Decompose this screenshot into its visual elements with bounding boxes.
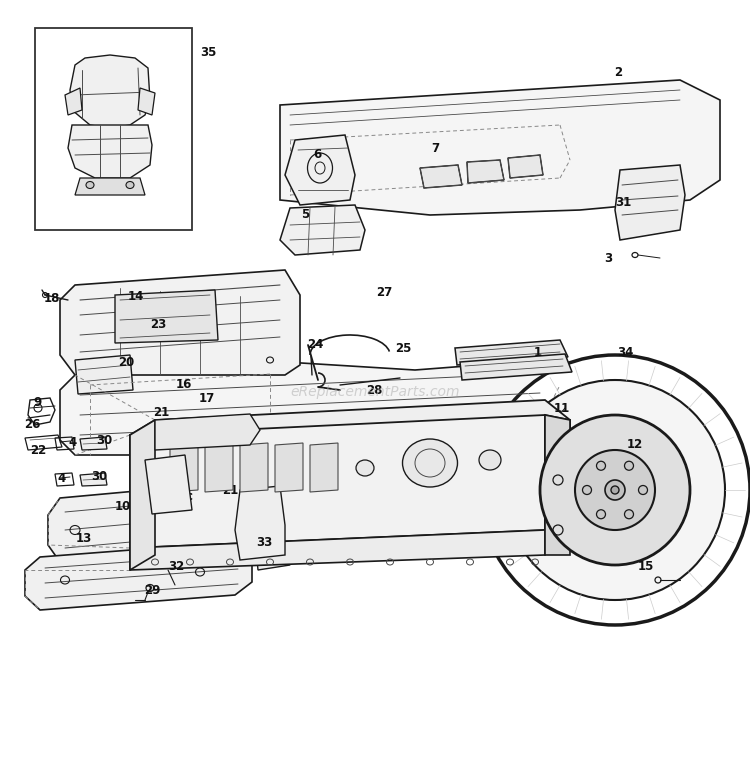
Polygon shape [60,270,300,375]
Text: 21: 21 [222,483,238,496]
Text: 34: 34 [616,345,633,358]
Polygon shape [280,205,365,255]
Text: 19: 19 [165,461,182,474]
Text: 23: 23 [150,319,166,332]
Polygon shape [130,415,545,548]
Polygon shape [75,178,145,195]
Text: 13: 13 [76,531,92,544]
Ellipse shape [403,439,457,487]
Polygon shape [285,135,355,205]
Text: 3: 3 [604,251,612,264]
Text: 10: 10 [115,500,131,514]
Text: 31: 31 [615,196,632,209]
Ellipse shape [605,480,625,500]
Polygon shape [75,355,133,394]
Ellipse shape [356,460,374,476]
Text: 29: 29 [144,584,160,597]
Polygon shape [130,530,545,570]
Polygon shape [255,536,290,570]
Polygon shape [310,443,338,492]
Text: 14: 14 [128,289,144,303]
Polygon shape [60,360,560,455]
Text: 4: 4 [58,471,66,484]
Ellipse shape [480,355,750,625]
Polygon shape [65,88,82,115]
Polygon shape [80,437,107,450]
Ellipse shape [505,380,725,600]
Text: 28: 28 [366,383,382,396]
Polygon shape [130,420,155,570]
Polygon shape [455,340,568,365]
Polygon shape [615,165,685,240]
Text: 6: 6 [313,149,321,162]
Text: 21: 21 [153,407,170,420]
Polygon shape [25,542,252,610]
Ellipse shape [625,461,634,471]
Ellipse shape [611,486,619,494]
Polygon shape [280,80,720,215]
Ellipse shape [583,486,592,495]
Polygon shape [70,55,150,128]
Text: 27: 27 [376,285,392,298]
Polygon shape [205,443,233,492]
Ellipse shape [86,181,94,188]
Polygon shape [115,290,218,343]
Text: 30: 30 [91,471,107,483]
Ellipse shape [540,415,690,565]
Ellipse shape [596,510,605,518]
Text: 24: 24 [307,339,323,351]
Polygon shape [240,443,268,492]
Ellipse shape [479,450,501,470]
Text: 11: 11 [554,402,570,414]
Polygon shape [275,443,303,492]
Polygon shape [420,165,462,188]
Ellipse shape [596,461,605,471]
Polygon shape [130,400,570,480]
Text: 17: 17 [199,392,215,405]
Polygon shape [170,443,198,492]
Text: 9: 9 [34,396,42,410]
Text: eReplacementParts.com: eReplacementParts.com [290,385,460,399]
Text: 32: 32 [168,559,184,572]
Ellipse shape [638,486,647,495]
Text: 1: 1 [534,345,542,358]
Text: 18: 18 [44,291,60,304]
Text: 22: 22 [30,443,46,456]
Text: 35: 35 [200,46,216,58]
Ellipse shape [575,450,655,530]
Text: 7: 7 [431,141,439,155]
Text: 5: 5 [301,209,309,222]
Text: 20: 20 [118,357,134,370]
Polygon shape [545,415,570,555]
Ellipse shape [126,181,134,188]
Text: 15: 15 [638,560,654,574]
Polygon shape [508,155,543,178]
Text: 16: 16 [176,379,192,392]
Text: 25: 25 [394,342,411,354]
Ellipse shape [625,510,634,518]
Polygon shape [80,473,107,486]
Polygon shape [155,414,260,450]
Text: 4: 4 [69,436,77,449]
Polygon shape [138,88,155,115]
Text: 33: 33 [256,537,272,550]
Text: 2: 2 [614,65,622,78]
Text: 12: 12 [627,439,643,452]
Polygon shape [145,455,192,514]
Polygon shape [460,354,572,380]
Text: c: c [185,490,193,503]
Text: 30: 30 [96,433,112,446]
Polygon shape [48,482,250,562]
Polygon shape [545,415,570,535]
Polygon shape [467,160,504,183]
Polygon shape [235,486,285,560]
Text: 26: 26 [24,418,40,432]
Polygon shape [68,125,152,178]
